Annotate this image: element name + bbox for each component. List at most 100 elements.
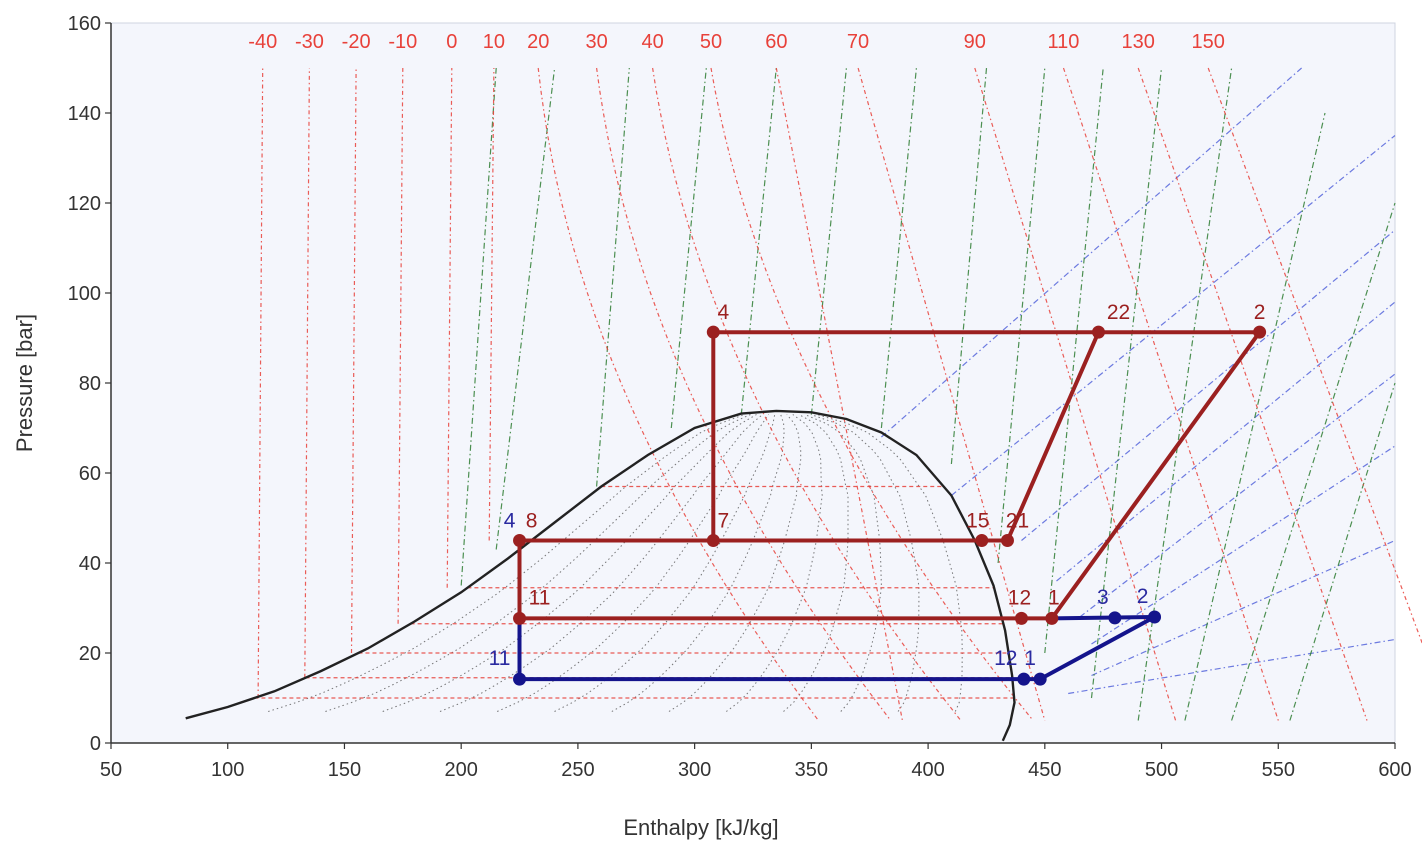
x-tick-label: 100 (211, 759, 244, 781)
isentrope-line (950, 67, 988, 465)
saturation-dome-curve (185, 409, 1016, 742)
isotherm-label: -40 (248, 31, 277, 53)
quality-line (726, 414, 823, 712)
x-tick-label: 400 (911, 759, 944, 781)
isentrope-line (1184, 112, 1326, 721)
isotherm-line (304, 67, 310, 678)
x-tick-label: 350 (795, 759, 828, 781)
saturation-dome (185, 409, 1016, 742)
isotherm-label: 20 (527, 31, 549, 53)
x-tick-label: 50 (100, 759, 122, 781)
cycle-point-8 (513, 534, 527, 547)
isochore-line (1068, 638, 1396, 695)
y-tick-label: 100 (68, 283, 101, 305)
cycle-point-7 (706, 534, 720, 547)
isotherm-line (488, 67, 495, 541)
isentrope-line (670, 67, 707, 429)
isotherm-label: 40 (641, 31, 663, 53)
isentrope-line (810, 67, 847, 415)
x-tick-label: 600 (1378, 759, 1411, 781)
cycle-point-3 (1108, 611, 1122, 625)
y-tick-label: 20 (79, 643, 101, 665)
cycle-point-label: 2 (1254, 301, 1266, 324)
x-tick-label: 300 (678, 759, 711, 781)
y-axis-title: Pressure [bar] (12, 314, 37, 452)
isentrope-line (880, 67, 917, 429)
cycle-point-label: 8 (526, 510, 538, 533)
isotherm-label: 50 (700, 31, 722, 53)
y-tick-label: 140 (68, 103, 101, 125)
isentrope-line (1231, 202, 1396, 721)
y-tick-label: 160 (68, 13, 101, 35)
y-tick-label: 80 (79, 373, 101, 395)
cycle-point-2 (1148, 610, 1162, 624)
x-tick-label: 500 (1145, 759, 1178, 781)
isotherm-line (596, 67, 892, 721)
x-tick-label: 200 (444, 759, 477, 781)
cycle-point-11 (513, 611, 527, 625)
quality-line (668, 414, 802, 712)
isochore-line (951, 135, 1396, 496)
quality-line (810, 414, 920, 712)
cycle-point-21 (1000, 534, 1014, 547)
isentrope-line (1044, 67, 1104, 654)
cycle-point-label: 21 (1006, 510, 1029, 533)
isotherm-label: 0 (446, 31, 457, 53)
quality-line (816, 414, 963, 712)
isotherm-label: 10 (483, 31, 505, 53)
quality-line (611, 414, 785, 712)
isochore-line (881, 67, 1302, 438)
isotherm-line (652, 67, 962, 721)
cycle-point-4 (706, 325, 720, 339)
cycle-point-label: 1 (1048, 586, 1060, 609)
isotherm-line (974, 67, 1177, 721)
quality-line (554, 414, 776, 712)
isotherm-labels: -40 -30 -20 -10 0 10 20 30 40 50 60 70 90 110 130 150 (248, 31, 1225, 53)
x-axis-title: Enthalpy [kJ/kg] (623, 815, 778, 840)
isentrope-line (997, 67, 1046, 564)
isotherm-label: -20 (342, 31, 371, 53)
cycle-point-1 (1033, 672, 1047, 686)
y-tick-label: 0 (90, 733, 101, 755)
isotherm-label: 30 (585, 31, 607, 53)
y-tick-label: 40 (79, 553, 101, 575)
y-tick-label: 60 (79, 463, 101, 485)
axes: 50 100 150 200 250 300 350 400 450 500 550 60002040… (68, 13, 1412, 781)
cycle-point-label: 11 (489, 647, 511, 670)
isentrope-line (596, 67, 630, 487)
isentrope-lines (460, 67, 1396, 721)
isentrope-line (1289, 382, 1396, 721)
isotherm-label: 130 (1122, 31, 1155, 53)
y-tick-label: 120 (68, 193, 101, 215)
isotherm-label: -30 (295, 31, 324, 53)
quality-line (325, 414, 751, 712)
isotherm-line (397, 67, 404, 624)
isotherm-line (257, 67, 264, 699)
plot-area (110, 22, 1396, 744)
isotherm-lines (257, 67, 1422, 721)
cycle-point-label: 1 (1024, 647, 1036, 670)
isentrope-line (740, 67, 777, 415)
isotherm-line (775, 67, 903, 721)
x-tick-label: 150 (328, 759, 361, 781)
isotherm-label: -10 (388, 31, 417, 53)
x-tick-label: 250 (561, 759, 594, 781)
cycle-point-1 (1045, 611, 1059, 625)
cycle-point-label: 22 (1107, 301, 1130, 324)
isochore-line (1091, 539, 1396, 677)
isotherm-line (710, 67, 1034, 721)
cycle-point-label: 7 (717, 510, 729, 533)
isotherm-line (1137, 67, 1368, 721)
isotherm-label: 90 (964, 31, 986, 53)
cycle-point-label: 2 (1137, 585, 1149, 608)
cycle-point-label: 12 (1008, 586, 1031, 609)
low-stage-cycle-line (517, 615, 1157, 682)
isochore-line (1091, 445, 1396, 645)
cycle-point-label: 15 (966, 510, 989, 533)
isotherm-label: 70 (847, 31, 869, 53)
isotherm-label: 110 (1048, 31, 1080, 53)
cycle-point-12 (1014, 611, 1028, 625)
isentrope-line (1090, 67, 1163, 699)
